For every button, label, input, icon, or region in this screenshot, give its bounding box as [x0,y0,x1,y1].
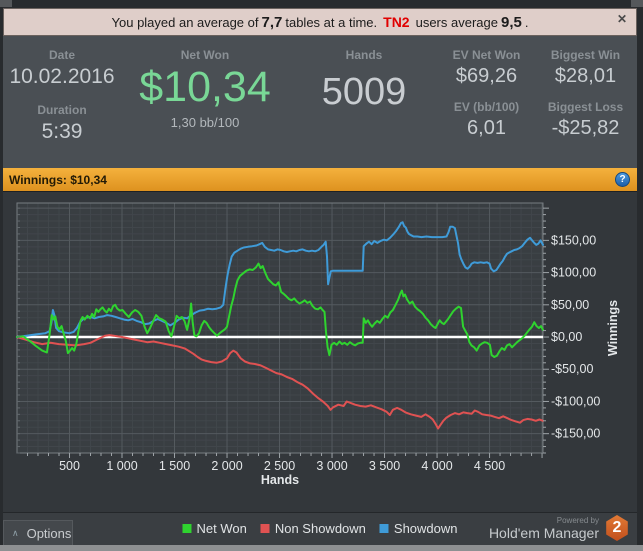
banner-text: users average [415,14,498,30]
hands-column: Hands 5009 [289,36,439,168]
powered-by-label: Powered by [556,515,599,525]
y-axis-title: Winnings [606,300,620,356]
biggest-win-value: $28,01 [554,65,617,87]
y-tick-label: $50,00 [551,298,589,312]
banner-text: tables at a time. [285,14,378,30]
legend-label: Net Won [196,521,247,536]
date-duration-column: Date 10.02.2016 Duration 5:39 [3,36,121,168]
notification-banner: You played an average of 7,7 tables at a… [3,8,637,36]
biggest-loss-label: Biggest Loss [547,100,624,114]
help-icon[interactable]: ? [615,172,630,187]
y-tick-label: $0,00 [551,330,582,344]
y-tick-label: -$150,00 [551,427,600,441]
tables-average-value: 7,7 [261,13,283,31]
x-tick-label: 4 500 [474,459,505,473]
winnings-title: Winnings: $10,34 [9,172,107,187]
date-value: 10.02.2016 [9,65,115,88]
session-stats-panel: Date 10.02.2016 Duration 5:39 Net Won $1… [3,36,637,168]
x-tick-label: 2 000 [211,459,242,473]
net-won-column: Net Won $10,34 1,30 bb/100 [121,36,289,168]
ev-bb-value: 6,01 [467,117,506,139]
x-axis-title: Hands [261,473,299,487]
x-tick-label: 3 000 [316,459,347,473]
legend-label: Showdown [393,521,458,536]
legend-swatch-icon [260,524,270,533]
powered-by-block: Powered by Hold'em Manager 2 [489,515,629,541]
banner-text: You played an average of [111,14,259,30]
y-tick-label: $150,00 [551,233,596,247]
ev-bb-label: EV (bb/100) [453,100,520,114]
window-corner-left [0,0,12,7]
chart-legend: Net Won Non Showdown Showdown [182,521,458,536]
ev-net-won-label: EV Net Won [452,48,521,62]
biggest-column: Biggest Win $28,01 Biggest Loss -$25,82 [534,36,637,168]
x-tick-label: 1 000 [106,459,137,473]
net-won-value: $10,34 [139,63,271,111]
chart-canvas: $150,00 $100,00 $50,00 $0,00 -$50,00 -$100,00… [16,202,620,487]
non-showdown-line [16,334,544,430]
biggest-win-label: Biggest Win [550,48,621,62]
x-tick-label: 2 500 [264,459,295,473]
net-won-label: Net Won [180,48,230,62]
hm2-badge-icon: 2 [606,515,628,541]
close-icon[interactable]: ✕ [616,12,627,26]
legend-swatch-icon [182,524,192,533]
date-label: Date [48,48,75,62]
x-tick-label: 1 500 [159,459,190,473]
options-button[interactable]: ∧ Options [3,520,73,546]
options-label: Options [26,526,72,541]
y-tick-label: -$50,00 [551,362,593,376]
biggest-loss-value: -$25,82 [551,117,620,139]
bb100-value: 1,30 bb/100 [170,115,240,130]
x-tick-label: 500 [59,459,80,473]
hands-label: Hands [345,48,383,62]
window-bottom-edge [0,545,643,551]
duration-label: Duration [37,103,87,117]
tn2-label: TN2 [383,14,410,30]
showdown-line [16,221,544,338]
y-tick-label: -$100,00 [551,394,600,408]
x-tick-label: 4 000 [421,459,452,473]
banner-text: . [524,14,529,30]
x-tick-label: 3 500 [369,459,400,473]
window-corner-right [631,0,643,7]
duration-value: 5:39 [41,120,83,143]
legend-item-showdown: Showdown [379,521,458,536]
chevron-up-icon: ∧ [12,528,19,538]
legend-label: Non Showdown [274,521,366,536]
legend-item-net-won: Net Won [182,521,247,536]
ev-column: EV Net Won $69,26 EV (bb/100) 6,01 [439,36,534,168]
footer-bar: ∧ Options Net Won Non Showdown Showdown Po… [3,512,637,546]
winnings-title-bar: Winnings: $10,34 ? [3,168,637,192]
legend-swatch-icon [379,524,389,533]
net-won-line [16,262,544,358]
hands-value: 5009 [321,71,407,113]
users-average-value: 9,5 [500,13,522,31]
legend-item-non-showdown: Non Showdown [260,521,366,536]
y-tick-label: $100,00 [551,266,596,280]
ev-net-won-value: $69,26 [455,65,518,87]
brand-name: Hold'em Manager [488,524,599,541]
winnings-chart: $150,00 $100,00 $50,00 $0,00 -$50,00 -$100,00… [3,192,637,512]
